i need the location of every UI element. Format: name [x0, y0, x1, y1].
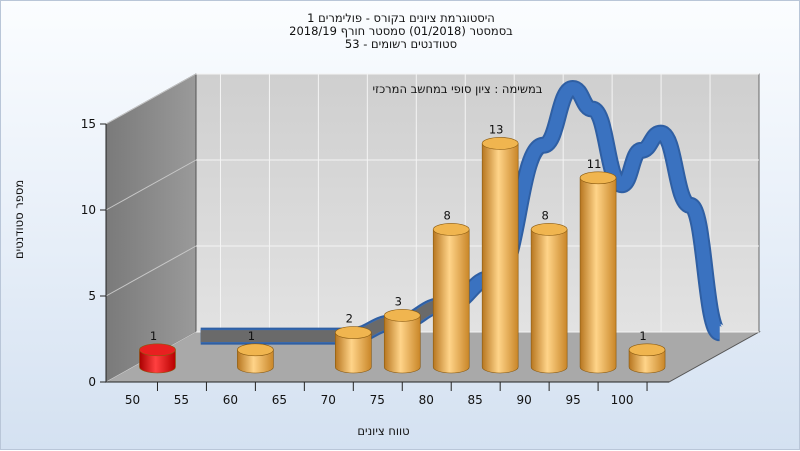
bar-100 — [628, 343, 666, 374]
bar-body — [628, 349, 666, 374]
x-tick-label: 55 — [174, 393, 189, 407]
bar-body — [432, 229, 470, 374]
bar-value-label: 13 — [489, 122, 504, 136]
bar-85 — [481, 137, 519, 374]
x-tick-label: 65 — [272, 393, 287, 407]
bar-value-label: 11 — [587, 157, 602, 171]
y-tick-label: 10 — [81, 203, 96, 217]
bar-body — [237, 349, 274, 374]
bar-body — [579, 177, 617, 374]
title-line-1: היסטוגרמת ציונים בקורס - פולימרים 1 — [307, 11, 495, 25]
bar-body — [530, 229, 568, 374]
y-tick-label: 0 — [88, 375, 96, 389]
bar-80 — [432, 223, 470, 374]
bar-top — [628, 343, 666, 357]
title-line-3: סטודנטים רשומים - 53 — [344, 37, 458, 51]
bar-body — [481, 143, 519, 374]
y-tick-label: 15 — [81, 117, 96, 131]
title-line-2: בסמסטר (01/2018) סמסטר חורף 2018/19 — [289, 24, 513, 38]
x-tick-label: 95 — [565, 393, 580, 407]
bar-value-label: 3 — [395, 294, 402, 308]
bar-top — [530, 223, 568, 236]
y-axis-label: מספר סטודנטים — [12, 179, 26, 259]
x-tick-label: 85 — [468, 393, 483, 407]
x-tick-label: 75 — [370, 393, 385, 407]
bar-body — [335, 332, 372, 374]
chart-title: היסטוגרמת ציונים בקורס - פולימרים 1 בסמס… — [1, 12, 800, 51]
x-tick-label: 100 — [611, 393, 634, 407]
bar-top — [139, 343, 176, 357]
x-tick-label: 50 — [125, 393, 140, 407]
bar-value-label: 1 — [150, 329, 157, 343]
gridline-left — [105, 73, 197, 125]
gridline-left — [105, 245, 197, 297]
bar-top — [481, 137, 519, 150]
bar-60 — [237, 343, 274, 374]
x-tick-label: 80 — [419, 393, 434, 407]
bar-value-label: 8 — [541, 208, 548, 222]
bar-top — [579, 171, 617, 185]
x-tick-label: 90 — [516, 393, 531, 407]
bar-value-label: 2 — [346, 312, 353, 326]
bar-top — [383, 309, 421, 322]
bar-body — [139, 349, 176, 374]
gridline-left — [105, 159, 197, 211]
bar-75 — [383, 309, 421, 374]
x-axis-label-wrap: טווח ציונים — [101, 420, 666, 439]
bar-value-label: 1 — [248, 329, 255, 343]
bar-body — [383, 315, 421, 374]
bar-90 — [530, 223, 568, 374]
chart-annotation: במשימה : ציון סופי במחשב המרכזי — [373, 82, 543, 96]
bar-value-label: 1 — [639, 329, 646, 343]
x-tick-label: 70 — [321, 393, 336, 407]
bar-95 — [579, 171, 617, 374]
bar-top — [237, 343, 274, 357]
bar-50 — [139, 343, 176, 374]
bar-70 — [335, 326, 372, 374]
y-tick-label: 5 — [88, 289, 96, 303]
bar-value-label: 8 — [444, 208, 451, 222]
x-axis-label: טווח ציונים — [357, 424, 410, 438]
bar-top — [335, 326, 372, 339]
bar-top — [432, 223, 470, 236]
x-tick-label: 60 — [223, 393, 238, 407]
